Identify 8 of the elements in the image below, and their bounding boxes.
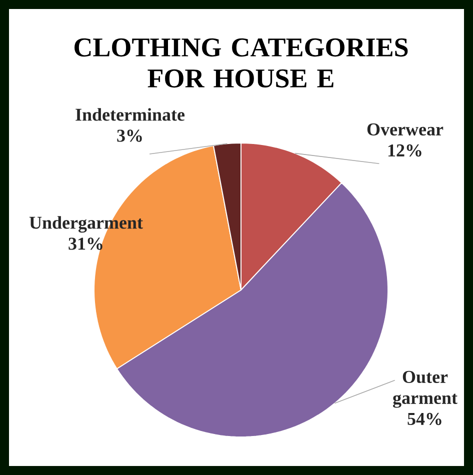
data-label: 3% — [117, 130, 142, 142]
data-label: 54% — [408, 412, 442, 426]
data-label: 12% — [388, 144, 422, 157]
slice-label: Overwear — [367, 123, 443, 136]
chart-title: CLOTHING CATEGORIES FOR HOUSE E — [74, 38, 408, 88]
slice-label: Indeterminate — [75, 108, 184, 121]
slice-label: Outer garment — [392, 370, 458, 408]
data-label: 31% — [68, 238, 102, 250]
